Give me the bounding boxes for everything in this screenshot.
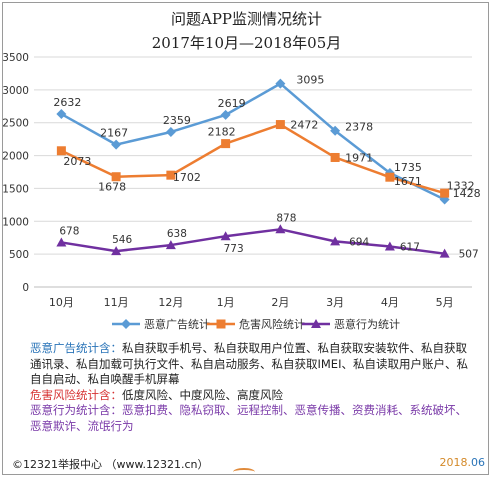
risk-note-key: 危害风险统计含： [30,387,122,402]
data-point [56,109,67,120]
data-label: 1678 [98,181,126,194]
data-label: 617 [400,241,420,253]
x-tick-label: 4月 [381,296,399,309]
data-point [384,241,395,251]
data-label: 507 [459,249,479,261]
x-tick-label: 11月 [104,296,129,309]
data-label: 638 [167,228,187,240]
chart-frame [2,2,489,475]
data-point [111,172,121,182]
y-tick-label: 3500 [2,52,29,64]
data-label: 2167 [100,127,128,140]
series-line [60,123,445,195]
behavior-note-key: 恶意行为统计含： [30,403,122,417]
data-point [330,236,341,246]
chart-subtitle: 2017年10月—2018年05月 [151,34,342,52]
y-tick-label: 2000 [2,151,29,163]
ads-note-key: 恶意广告统计含： [30,341,122,355]
x-tick-label: 3月 [326,296,344,309]
data-label: 1735 [394,161,422,174]
data-label: 1671 [394,175,422,188]
data-point [56,146,66,156]
y-tick-label: 1000 [2,216,29,228]
data-label: 773 [224,243,244,255]
data-point [275,78,286,89]
series-line [61,228,445,255]
risk-note: 危害风险统计含：低度风险、中度风险、高度风险 [30,388,470,404]
data-point [111,246,122,256]
legend-marker [216,319,226,329]
legend-label: 危害风险统计 [239,317,305,331]
legend-label: 恶意行为统计 [334,317,400,331]
series-line [60,82,446,201]
data-label: 1332 [447,179,475,192]
x-tick-label: 10月 [49,296,74,309]
data-point [111,139,122,150]
notes-panel: 恶意广告统计含：私自获取手机号、私自获取用户位置、私自获取安装软件、私自获取通讯… [30,341,470,434]
data-label: 2182 [208,126,236,139]
data-label: 546 [112,234,132,246]
source-credit: ©12321举报中心 （www.12321.cn） [12,458,209,471]
data-point [56,237,67,247]
data-label: 2619 [218,97,246,110]
data-label: 878 [276,212,296,224]
y-tick-label: 1500 [2,183,29,195]
data-point [165,126,176,137]
data-label: 678 [59,225,79,237]
report-date: 2018.06 [440,456,486,469]
y-tick-label: 500 [9,249,29,261]
ads-note-text: 私自获取手机号、私自获取用户位置、私自获取安装软件、私自获取通讯录、私自加载可执… [30,341,468,386]
data-point [440,188,450,198]
risk-note-text: 低度风险、中度风险、高度风险 [122,387,283,402]
chart-title: 问题APP监测情况统计 [170,10,323,28]
data-point [330,152,340,162]
x-tick-label: 5月 [436,296,454,309]
report-date-month: 06 [471,456,485,469]
data-point [220,231,231,241]
behavior-note-text: 恶意扣费、隐私窃取、远程控制、恶意传播、资费消耗、系统破坏、恶意欺诈、流氓行为 [30,403,467,433]
ads-note: 恶意广告统计含：私自获取手机号、私自获取用户位置、私自获取安装软件、私自获取通讯… [30,341,470,388]
data-label: 1702 [173,171,201,184]
data-label: 2073 [63,155,91,168]
x-tick-label: 1月 [217,296,235,309]
data-label: 2378 [345,121,373,134]
data-point [165,240,176,250]
logo-swoosh [233,468,255,476]
data-point [330,125,341,136]
data-label: 2472 [290,119,318,132]
data-point [385,172,395,182]
data-point [166,170,176,180]
data-label: 1971 [345,151,373,164]
y-tick-label: 2500 [2,118,29,130]
legend-marker [311,319,321,328]
legend-marker [121,319,131,329]
data-label: 3095 [296,74,324,87]
data-point [275,120,285,130]
line-chart: 0 500 1000 1500 2000 2500 3000 3500 10月 11月 12月 1月 2… [2,52,481,331]
y-tick-label: 3000 [2,85,29,97]
data-point [220,109,231,120]
data-label: 694 [349,236,369,248]
data-point [439,248,450,258]
x-tick-label: 12月 [158,296,183,309]
legend-label: 恶意广告统计 [144,317,210,331]
x-tick-label: 2月 [271,296,289,309]
data-label: 1428 [453,187,481,200]
behavior-note: 恶意行为统计含：恶意扣费、隐私窃取、远程控制、恶意传播、资费消耗、系统破坏、恶意… [30,403,470,434]
data-point [221,139,231,149]
data-label: 2632 [53,96,81,109]
data-label: 2359 [163,114,191,127]
y-tick-label: 0 [22,282,29,294]
data-point [275,224,286,234]
report-date-year: 2018. [439,456,472,469]
